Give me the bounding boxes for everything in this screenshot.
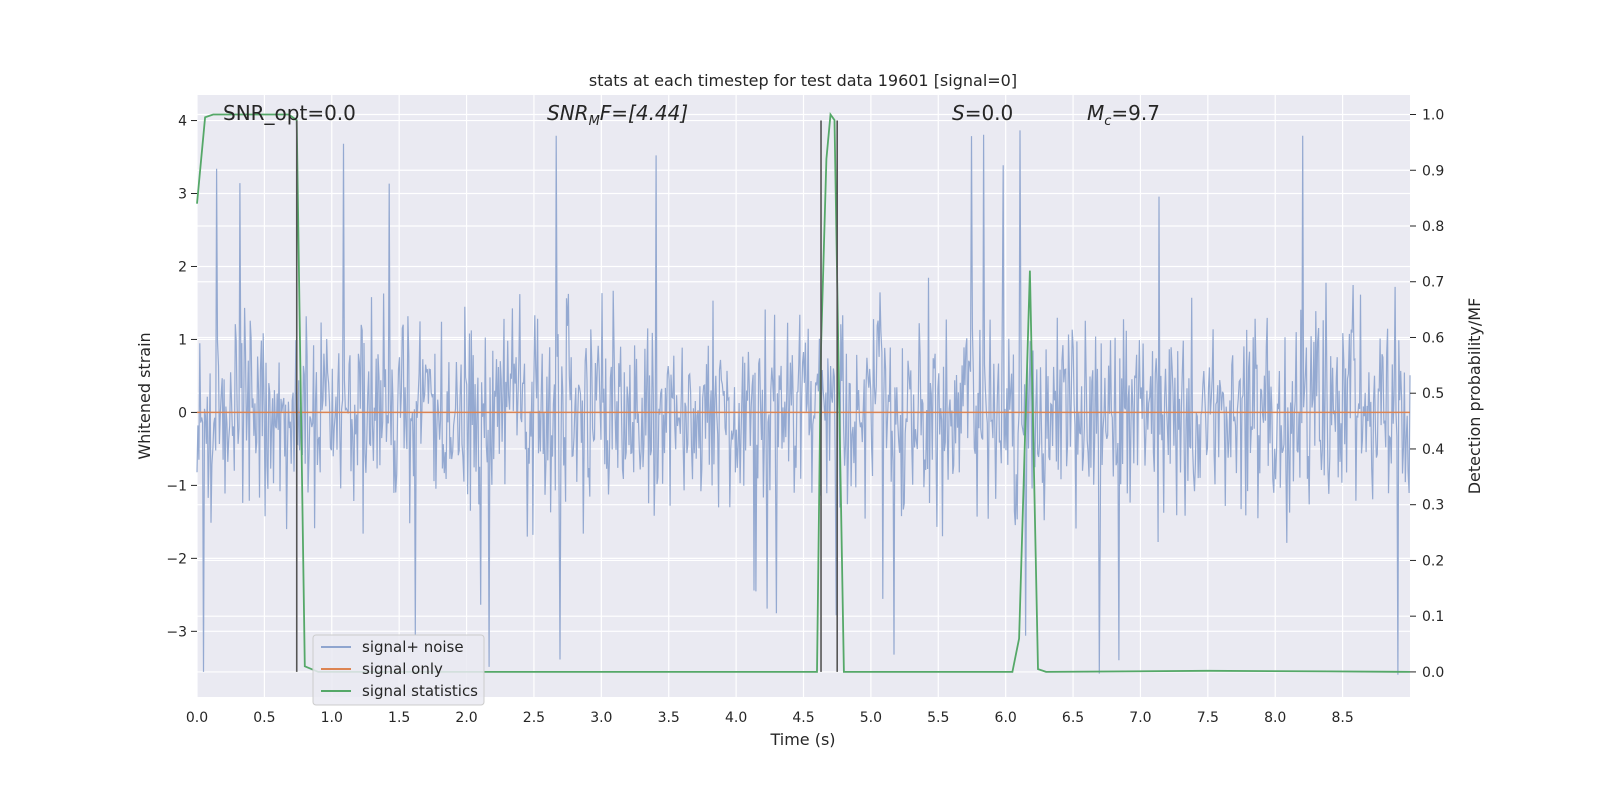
y2-tick-label: 0.5: [1422, 386, 1444, 402]
legend-label-signal-noise: signal+ noise: [362, 638, 464, 656]
x-tick-label: 8.5: [1331, 710, 1353, 726]
x-tick-label: 5.0: [860, 710, 882, 726]
y2-tick-label: 0.0: [1422, 665, 1444, 681]
x-tick-label: 5.5: [927, 710, 949, 726]
x-tick-label: 4.5: [792, 710, 814, 726]
series-signal-statistics: [196, 112, 1411, 673]
y2-tick-label: 0.7: [1422, 275, 1444, 291]
y2-tick-label: 0.4: [1422, 442, 1444, 458]
x-tick-label: 7.0: [1129, 710, 1151, 726]
annotation-snr-mf: SNRMF=[4.44]: [547, 101, 688, 129]
y-tick-label: −2: [166, 551, 187, 567]
y2-tick-label: 0.3: [1422, 498, 1444, 514]
y2-tick-label: 1.0: [1422, 108, 1444, 124]
x-tick-label: 3.0: [590, 710, 612, 726]
y-axis-label: Whitened strain: [135, 332, 154, 459]
x-axis-label: Time (s): [769, 730, 835, 749]
y-tick-label: 0: [178, 405, 187, 421]
legend-box: [312, 634, 485, 706]
x-tick-label: 4.0: [725, 710, 747, 726]
x-tick-label: 0.5: [253, 710, 275, 726]
y-tick-label: −1: [166, 478, 187, 494]
y-tick-label: 4: [178, 114, 187, 130]
grid: [196, 95, 1410, 697]
y-tick-label: −3: [166, 624, 187, 640]
x-tick-label: 7.5: [1197, 710, 1219, 726]
vertical-markers: [295, 120, 838, 672]
y-tick-label: 3: [178, 187, 187, 203]
x-tick-label: 6.0: [995, 710, 1017, 726]
y-tick-label: 2: [178, 259, 187, 275]
annotation-snr-opt: SNR_opt=0.0: [223, 101, 356, 125]
chart-title: stats at each timestep for test data 196…: [589, 71, 1017, 90]
legend: signal+ noise signal only signal statist…: [312, 634, 485, 706]
y2-tick-label: 0.6: [1422, 330, 1444, 346]
y2-axis-label: Detection probability/MF: [1465, 298, 1484, 495]
series-signal-noise: [196, 130, 1411, 675]
signal-statistics-line: [196, 112, 1411, 673]
x-tick-label: 0.0: [186, 710, 208, 726]
x-tick-label: 8.0: [1264, 710, 1286, 726]
y2-tick-label: 0.8: [1422, 219, 1444, 235]
y-tick-label: 1: [178, 332, 187, 348]
legend-label-signal-statistics: signal statistics: [362, 682, 478, 700]
x-tick-label: 6.5: [1062, 710, 1084, 726]
x-tick-label: 3.5: [658, 710, 680, 726]
y2-tick-label: 0.2: [1422, 553, 1444, 569]
x-tick-label: 1.5: [388, 710, 410, 726]
annotation-mc: Mc=9.7: [1087, 101, 1160, 129]
y2-tick-label: 0.9: [1422, 163, 1444, 179]
tick-labels: 0.0 0.5 1.0 1.5 2.0 2.5 3.0 3.5 4.0 4.5 5.0 5.5 6.0 6…: [166, 108, 1444, 726]
x-tick-label: 2.0: [455, 710, 477, 726]
noise-line: [196, 130, 1411, 675]
x-tick-label: 1.0: [321, 710, 343, 726]
annotation-s: S=0.0: [952, 101, 1013, 125]
legend-label-signal-only: signal only: [362, 660, 443, 678]
y2-tick-label: 0.1: [1422, 609, 1444, 625]
x-tick-label: 2.5: [523, 710, 545, 726]
